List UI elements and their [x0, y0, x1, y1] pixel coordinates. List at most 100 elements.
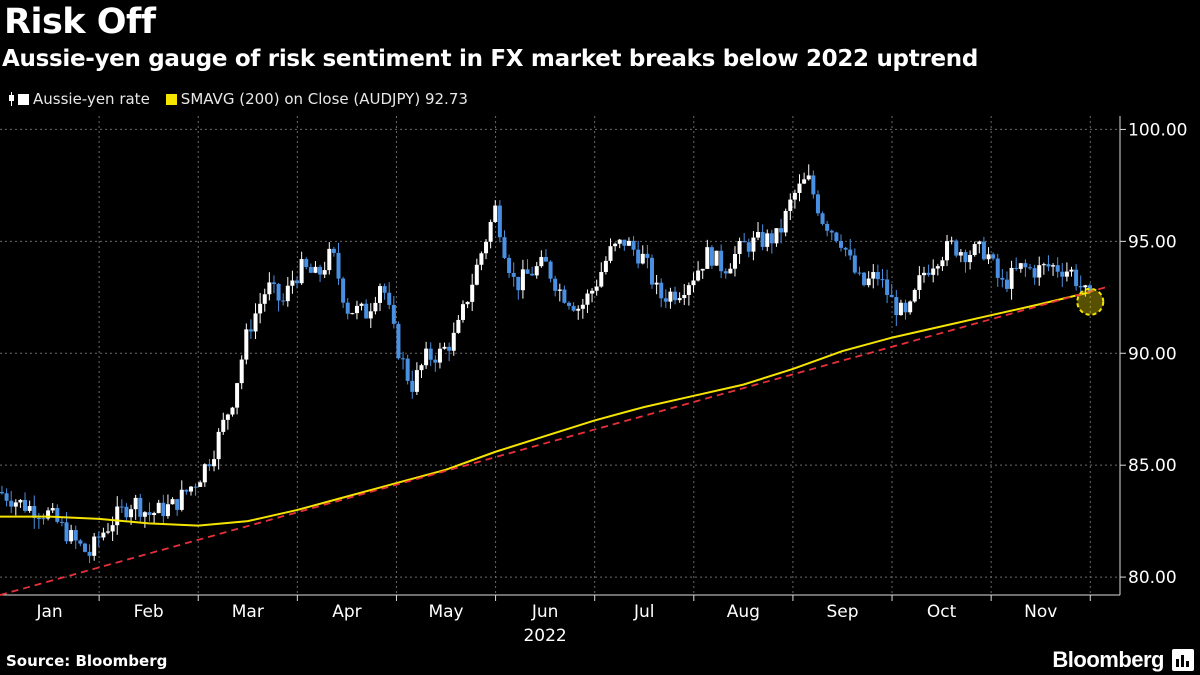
candle-body — [387, 292, 392, 305]
candle-body — [41, 518, 46, 520]
candle-body — [216, 431, 221, 460]
candle-body — [410, 380, 415, 392]
candle-body — [479, 253, 484, 265]
candle-body — [746, 242, 751, 252]
candle-body — [963, 252, 968, 263]
candle-body — [322, 270, 327, 275]
candle-body — [401, 358, 406, 360]
x-tick-label: Sep — [826, 602, 858, 622]
candle-body — [815, 194, 820, 214]
candle-body — [779, 228, 784, 233]
candle-body — [368, 311, 373, 319]
x-tick-label: Jan — [35, 602, 62, 622]
candle-body — [414, 370, 419, 392]
candle-body — [465, 301, 470, 305]
candle-body — [682, 294, 687, 299]
candle-body — [308, 267, 313, 273]
candle-body — [50, 508, 55, 511]
candle-body — [981, 241, 986, 260]
x-tick-label: May — [428, 602, 463, 622]
candle-body — [709, 247, 714, 266]
candle-body — [686, 285, 691, 295]
candle-body — [677, 298, 682, 301]
candle-body — [290, 280, 295, 286]
candle-body — [562, 289, 567, 303]
candle-body — [756, 231, 761, 238]
candle-body — [101, 532, 106, 538]
legend-swatch-rate — [18, 93, 29, 105]
candle-body — [59, 521, 64, 523]
candle-body — [271, 282, 276, 284]
candle-body — [516, 276, 521, 291]
candle-body — [64, 522, 69, 542]
candle-body — [640, 253, 645, 264]
candle-body — [179, 489, 184, 510]
candle-body — [27, 506, 32, 511]
candle-body — [1074, 269, 1079, 287]
candle-body — [903, 302, 908, 313]
candle-body — [92, 536, 97, 556]
chart-title: Risk Off — [4, 2, 156, 42]
candle-body — [885, 279, 890, 295]
candle-body — [156, 502, 161, 514]
candle-body — [1060, 271, 1065, 277]
tick-labels: 80.00 85.00 90.00 95.00 100.00 Jan Feb Mar Apr Ma… — [35, 120, 1187, 646]
candle-body — [484, 241, 489, 254]
y-tick-label: 85.00 — [1128, 456, 1177, 476]
candle-body — [631, 240, 636, 250]
candle-body — [788, 199, 793, 211]
candle-body — [636, 249, 641, 264]
candle-body — [354, 305, 359, 314]
bloomberg-chart-icon — [1172, 649, 1194, 671]
candle-body — [839, 240, 844, 248]
candle-body — [0, 492, 4, 494]
sma-line — [0, 291, 1091, 527]
candle-body — [350, 313, 355, 315]
candle-body — [1087, 285, 1092, 292]
candle-body — [451, 332, 456, 351]
candle-body — [32, 506, 37, 518]
candle-body — [129, 509, 134, 518]
candle-body — [576, 308, 581, 311]
candle-body — [691, 280, 696, 286]
candle-body — [447, 346, 452, 351]
candle-body — [170, 499, 175, 505]
candle-body — [613, 243, 618, 247]
candle-body — [673, 291, 678, 301]
candle-body — [193, 486, 198, 488]
y-tick-label: 90.00 — [1128, 344, 1177, 364]
candle-body — [424, 348, 429, 366]
candle-body — [806, 175, 811, 180]
y-tick-label: 80.00 — [1128, 568, 1177, 588]
candle-body — [1000, 277, 1005, 280]
candle-body — [525, 269, 530, 274]
candle-body — [590, 290, 595, 294]
candle-body — [917, 275, 922, 290]
source-note: Source: Bloomberg — [6, 652, 168, 670]
candle-body — [460, 304, 465, 320]
candle-body — [829, 230, 834, 233]
candle-body — [737, 241, 742, 255]
x-tick-label: Mar — [232, 602, 264, 622]
candle-body — [705, 247, 710, 269]
candle-body — [732, 254, 737, 269]
candle-body — [921, 272, 926, 276]
candle-body — [553, 278, 558, 291]
candle-body — [1078, 286, 1083, 288]
candle-body — [165, 504, 170, 517]
candle-body — [530, 273, 535, 276]
candle-body — [304, 259, 309, 268]
candle-body — [585, 293, 590, 305]
candle-body — [534, 266, 539, 276]
candle-body — [543, 256, 548, 262]
candle-body — [654, 282, 659, 285]
candle-body — [751, 237, 756, 252]
candle-body — [437, 348, 442, 363]
candle-body — [700, 268, 705, 271]
candle-body — [87, 551, 92, 556]
candle-body — [46, 510, 51, 519]
legend-label-sma: SMAVG (200) on Close (AUDJPY) 92.73 — [180, 90, 468, 108]
candle-body — [119, 506, 124, 508]
candle-body — [511, 273, 516, 277]
